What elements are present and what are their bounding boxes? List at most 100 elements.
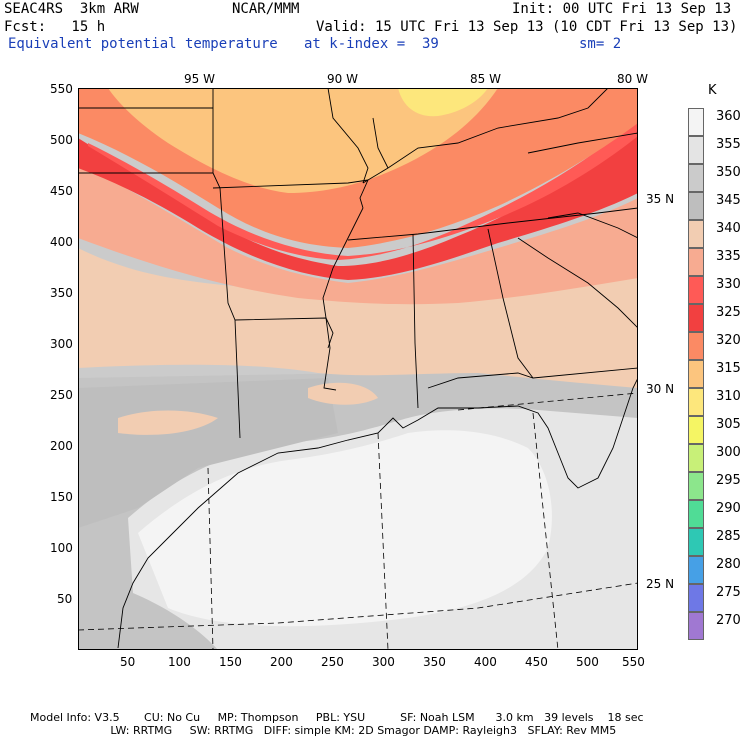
colorbar-swatch [688, 556, 704, 584]
parallel-30n [457, 392, 638, 411]
colorbar-swatch [688, 108, 704, 136]
colorbar-label: 275 [716, 585, 740, 600]
gulf-lightest-region [138, 430, 552, 627]
texas-louisiana-border [212, 172, 241, 439]
alabama-georgia-border [487, 228, 534, 379]
theta-e-map [78, 88, 638, 650]
missouri-border [327, 88, 369, 184]
colorbar-swatch [688, 136, 704, 164]
x-tick: 450 [525, 655, 548, 669]
x-tick: 500 [576, 655, 599, 669]
colorbar-swatch [688, 500, 704, 528]
colorbar-unit: K [708, 83, 717, 98]
colorbar-swatch [688, 248, 704, 276]
colorbar-label: 280 [716, 557, 740, 572]
smoothing-label: sm= 2 [579, 36, 622, 52]
parallel-25n [78, 582, 638, 631]
colorbar-label: 295 [716, 473, 740, 488]
band-340-patches [118, 326, 638, 435]
colorbar-swatch [688, 528, 704, 556]
tennessee-south-border [347, 207, 638, 241]
lat-label-35n: 35 N [646, 192, 675, 206]
lat-label-30n: 30 N [646, 382, 675, 396]
y-tick: 200 [50, 439, 73, 453]
model-title: SEAC4RS 3km ARW [4, 1, 139, 17]
colorbar-swatch [688, 164, 704, 192]
colorbar-swatch [688, 192, 704, 220]
band-340 [78, 248, 638, 388]
field-name: Equivalent potential temperature [8, 36, 278, 52]
colorbar-label: 290 [716, 501, 740, 516]
x-tick: 150 [219, 655, 242, 669]
mississippi-river [322, 207, 364, 391]
colorbar-label: 325 [716, 305, 740, 320]
band-325 [78, 128, 638, 280]
band-310 [398, 88, 488, 117]
colorbar-label: 300 [716, 445, 740, 460]
colorbar-swatch [688, 220, 704, 248]
arkansas-louisiana-border [234, 317, 334, 349]
band-335 [78, 163, 638, 305]
valid-time: Valid: 15 UTC Fri 13 Sep 13 (10 CDT Fri … [316, 19, 738, 35]
y-tick: 350 [50, 286, 73, 300]
x-tick: 250 [321, 655, 344, 669]
colorbar-label: 320 [716, 333, 740, 348]
gulf-coastline [117, 377, 638, 649]
colorbar-label: 360 [716, 109, 740, 124]
y-tick: 550 [50, 82, 73, 96]
colorbar-swatch [688, 332, 704, 360]
virginia-border [527, 132, 638, 154]
band-315 [108, 88, 498, 193]
x-tick: 50 [120, 655, 136, 669]
colorbar-label: 315 [716, 361, 740, 376]
x-tick: 200 [270, 655, 293, 669]
colorbar-label: 285 [716, 529, 740, 544]
y-tick: 500 [50, 133, 73, 147]
y-tick: 250 [50, 388, 73, 402]
kentucky-border [362, 88, 609, 184]
x-tick: 350 [423, 655, 446, 669]
colorbar-label: 350 [716, 165, 740, 180]
colorbar-label: 355 [716, 137, 740, 152]
nc-sc-border [547, 212, 638, 239]
x-tick: 400 [474, 655, 497, 669]
y-tick: 100 [50, 541, 73, 555]
florida-border [427, 367, 638, 389]
lon-label-95w: 95 W [184, 72, 215, 86]
forecast-hour: Fcst: 15 h [4, 19, 106, 35]
colorbar-label: 335 [716, 249, 740, 264]
colorbar-swatch [688, 444, 704, 472]
y-tick: 50 [57, 592, 73, 606]
lat-label-25n: 25 N [646, 577, 675, 591]
y-tick: 150 [50, 490, 73, 504]
colorbar-label: 310 [716, 389, 740, 404]
init-time: Init: 00 UTC Fri 13 Sep 13 [512, 1, 732, 17]
y-tick: 450 [50, 184, 73, 198]
band-330 [88, 118, 638, 260]
model-info-line1: Model Info: V3.5 CU: No Cu MP: Thompson … [30, 711, 644, 724]
state-boundaries [78, 88, 638, 439]
mississippi-alabama-border [412, 233, 419, 409]
organization-label: NCAR/MMM [232, 1, 300, 17]
lon-label-90w: 90 W [327, 72, 358, 86]
lon-label-85w: 85 W [470, 72, 501, 86]
model-info-line2: LW: RRTMG SW: RRTMG DIFF: simple KM: 2D … [30, 724, 617, 737]
colorbar-label: 270 [716, 613, 740, 628]
colorbar [688, 108, 704, 640]
meridian-95w [207, 467, 214, 650]
lat-lon-grid [78, 392, 638, 650]
colorbar-label: 330 [716, 277, 740, 292]
x-tick: 550 [622, 655, 645, 669]
colorbar-swatch [688, 388, 704, 416]
colorbar-swatch [688, 472, 704, 500]
colorbar-swatch [688, 416, 704, 444]
colorbar-label: 305 [716, 417, 740, 432]
colorbar-swatch [688, 584, 704, 612]
meridian-90w [377, 432, 389, 650]
colorbar-swatch [688, 612, 704, 640]
x-tick: 300 [372, 655, 395, 669]
colorbar-swatch [688, 276, 704, 304]
y-tick: 400 [50, 235, 73, 249]
georgia-sc-border [517, 237, 638, 329]
x-tick: 100 [168, 655, 191, 669]
